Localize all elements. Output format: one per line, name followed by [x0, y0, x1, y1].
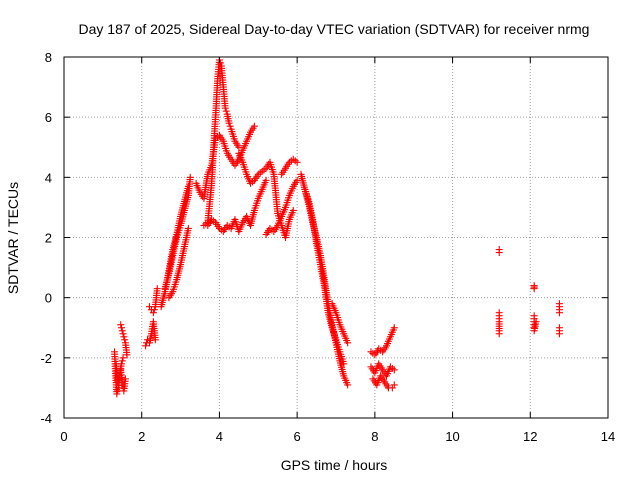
y-tick-label: 6 [45, 110, 52, 125]
data-point [221, 104, 229, 112]
data-point [289, 206, 297, 214]
data-point [344, 339, 352, 347]
data-point [153, 285, 161, 293]
data-point [495, 330, 503, 338]
x-tick-label: 2 [138, 429, 145, 444]
data-point [226, 122, 234, 130]
data-point [235, 143, 243, 151]
x-tick-label: 4 [216, 429, 223, 444]
data-point [532, 318, 540, 326]
x-tick-label: 6 [294, 429, 301, 444]
chart-title: Day 187 of 2025, Sidereal Day-to-day VTE… [79, 21, 590, 37]
data-point [530, 283, 538, 291]
y-axis-label: SDTVAR / TECUs [5, 182, 21, 294]
data-point [222, 107, 230, 115]
data-point [184, 224, 192, 232]
data-point [114, 375, 122, 383]
grid [64, 57, 608, 418]
y-tick-label: 2 [45, 231, 52, 246]
data-point [114, 387, 122, 395]
data-point [390, 324, 398, 332]
data-point [150, 306, 158, 314]
data-point [118, 327, 126, 335]
y-tick-label: 8 [45, 50, 52, 65]
data-point [262, 176, 270, 184]
data-point [344, 381, 352, 389]
data-point [117, 321, 125, 329]
data-point [390, 381, 398, 389]
data-point [113, 390, 121, 398]
y-tick-label: 0 [45, 291, 52, 306]
x-tick-label: 14 [601, 429, 615, 444]
data-points [111, 56, 563, 398]
data-point [120, 333, 128, 341]
data-point [495, 246, 503, 254]
data-point [555, 309, 563, 317]
data-point [390, 366, 398, 374]
y-tick-label: -2 [40, 351, 52, 366]
data-point [119, 354, 127, 362]
x-tick-label: 10 [445, 429, 459, 444]
data-point [151, 336, 159, 344]
data-point [119, 330, 127, 338]
y-tick-label: -4 [40, 411, 52, 426]
data-point [186, 173, 194, 181]
data-point [225, 119, 233, 127]
y-tick-label: 4 [45, 170, 52, 185]
x-tick-label: 12 [523, 429, 537, 444]
data-point [216, 59, 224, 67]
data-point [293, 158, 301, 166]
x-axis-label: GPS time / hours [281, 457, 388, 473]
x-tick-label: 8 [371, 429, 378, 444]
data-point [555, 330, 563, 338]
x-tick-label: 0 [60, 429, 67, 444]
data-point [118, 324, 126, 332]
data-point [121, 336, 129, 344]
data-point [142, 342, 150, 350]
data-point [118, 357, 126, 365]
x-axis-ticks: 0 2 4 6 8 10 12 14 [60, 57, 615, 444]
data-point [123, 351, 131, 359]
data-point [250, 122, 258, 130]
y-axis-ticks: -4 -2 0 2 4 6 8 [40, 50, 608, 426]
data-point [149, 309, 157, 317]
data-point [340, 360, 348, 368]
data-point [121, 375, 129, 383]
